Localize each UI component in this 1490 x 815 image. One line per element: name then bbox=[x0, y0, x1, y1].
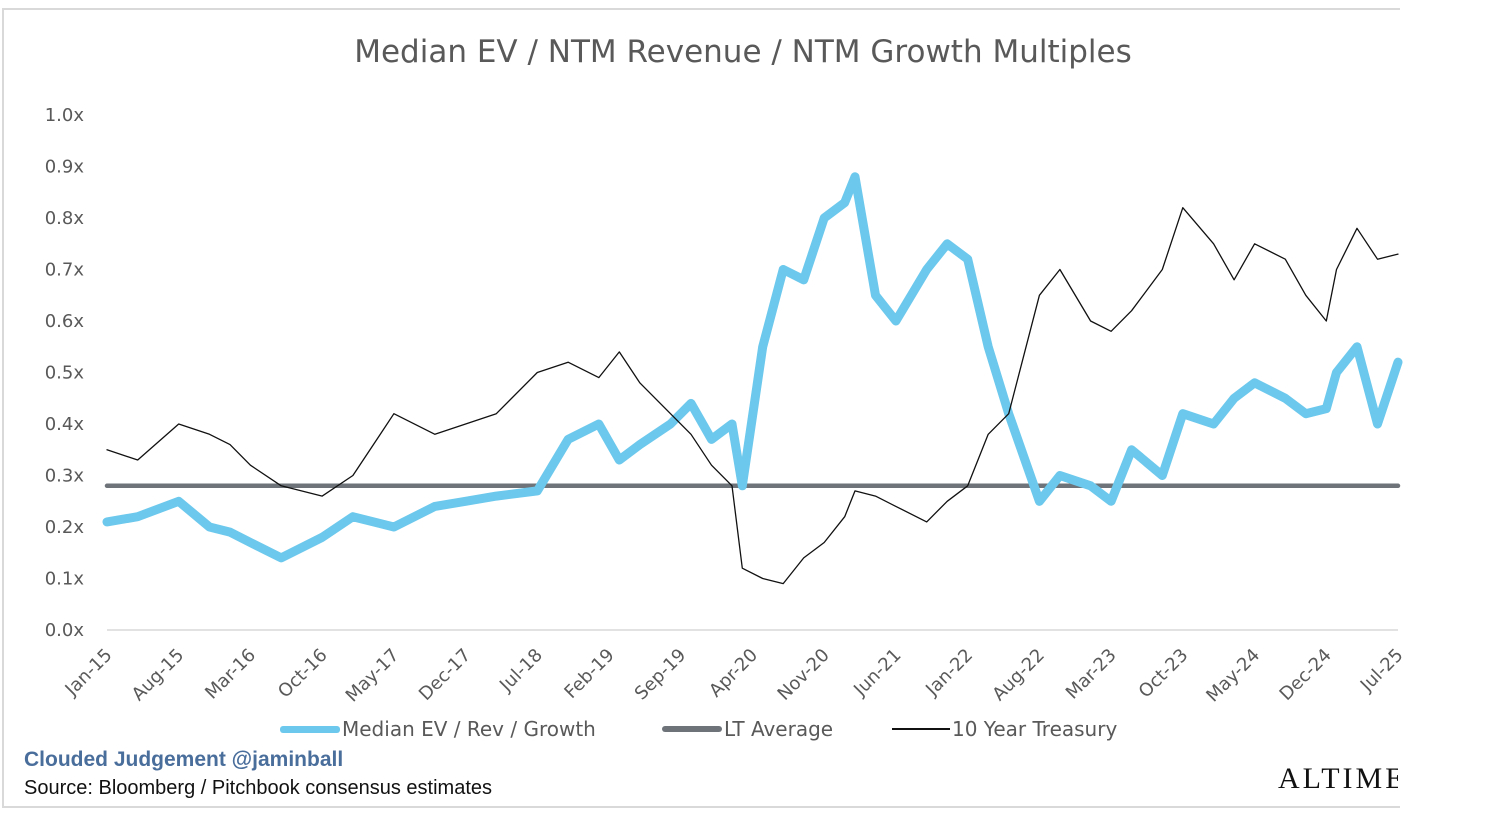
x-tick-label: Oct-16 bbox=[274, 645, 332, 703]
series-line-10-year-treasury bbox=[106, 207, 1399, 585]
y-tick-label: 0.2x bbox=[45, 517, 85, 538]
x-tick-label: May-17 bbox=[342, 645, 404, 707]
x-tick-label: Jun-21 bbox=[849, 645, 905, 701]
x-tick-label: Jan-22 bbox=[921, 645, 977, 701]
x-axis: Jan-15 Aug-15 Mar-16 Oct-16 May-17 Dec-17 Jul-… bbox=[61, 629, 1408, 707]
chart-frame bbox=[2, 8, 1400, 808]
x-tick-label: Mar-16 bbox=[201, 645, 260, 704]
series-layer bbox=[102, 172, 1403, 585]
y-tick-label: 0.5x bbox=[45, 363, 85, 384]
legend-label-treasury: 10 Year Treasury bbox=[952, 717, 1118, 741]
legend-swatch-median bbox=[280, 725, 340, 733]
altimeter-logo: ALTIMETER bbox=[1278, 762, 1398, 795]
legend-label-median: Median EV / Rev / Growth bbox=[342, 717, 596, 741]
chart-legend: Median EV / Rev / Growth LT Average 10 Y… bbox=[0, 714, 1400, 744]
y-tick-label: 0.0x bbox=[45, 620, 85, 641]
footer-source: Source: Bloomberg / Pitchbook consensus … bbox=[24, 777, 493, 799]
x-tick-label: May-24 bbox=[1202, 645, 1264, 707]
chart-title: Median EV / NTM Revenue / NTM Growth Mul… bbox=[354, 34, 1132, 70]
x-tick-label: Sep-19 bbox=[631, 645, 691, 705]
footer-brand: Clouded Judgement @jaminball bbox=[24, 748, 344, 771]
y-tick-label: 0.1x bbox=[45, 569, 85, 590]
x-tick-label: Mar-23 bbox=[1062, 645, 1121, 704]
legend-swatch-lt-average bbox=[662, 726, 722, 732]
x-tick-label: Apr-20 bbox=[705, 645, 762, 702]
y-tick-label: 0.3x bbox=[45, 466, 85, 487]
x-tick-label: Jul-18 bbox=[495, 645, 547, 697]
y-tick-label: 0.9x bbox=[45, 157, 85, 178]
legend-swatch-treasury bbox=[892, 728, 950, 730]
legend-item-treasury: 10 Year Treasury bbox=[892, 714, 1117, 744]
x-tick-label: Dec-24 bbox=[1276, 645, 1336, 705]
series-line-median-ev-rev-growth bbox=[102, 172, 1403, 563]
x-tick-label: Feb-19 bbox=[560, 645, 618, 703]
x-tick-label: Oct-23 bbox=[1135, 645, 1193, 703]
legend-item-median: Median EV / Rev / Growth bbox=[280, 714, 596, 744]
y-tick-label: 0.6x bbox=[45, 311, 85, 332]
x-tick-label: Aug-22 bbox=[988, 645, 1048, 705]
legend-item-lt-average: LT Average bbox=[662, 714, 833, 744]
x-tick-label: Dec-17 bbox=[415, 645, 475, 705]
legend-label-lt-average: LT Average bbox=[724, 717, 834, 741]
x-tick-label: Jan-15 bbox=[61, 645, 117, 701]
y-tick-label: 0.8x bbox=[45, 208, 85, 229]
y-axis: 0.0x 0.1x 0.2x 0.3x 0.4x 0.5x 0.6x 0.7x 0.8x 0.9x… bbox=[45, 105, 85, 641]
x-tick-label: Nov-20 bbox=[774, 645, 834, 705]
y-tick-label: 0.4x bbox=[45, 414, 85, 435]
y-tick-label: 1.0x bbox=[45, 105, 85, 126]
x-tick-label: Jul-25 bbox=[1356, 645, 1408, 697]
x-tick-label: Aug-15 bbox=[128, 645, 188, 705]
y-tick-label: 0.7x bbox=[45, 260, 85, 281]
